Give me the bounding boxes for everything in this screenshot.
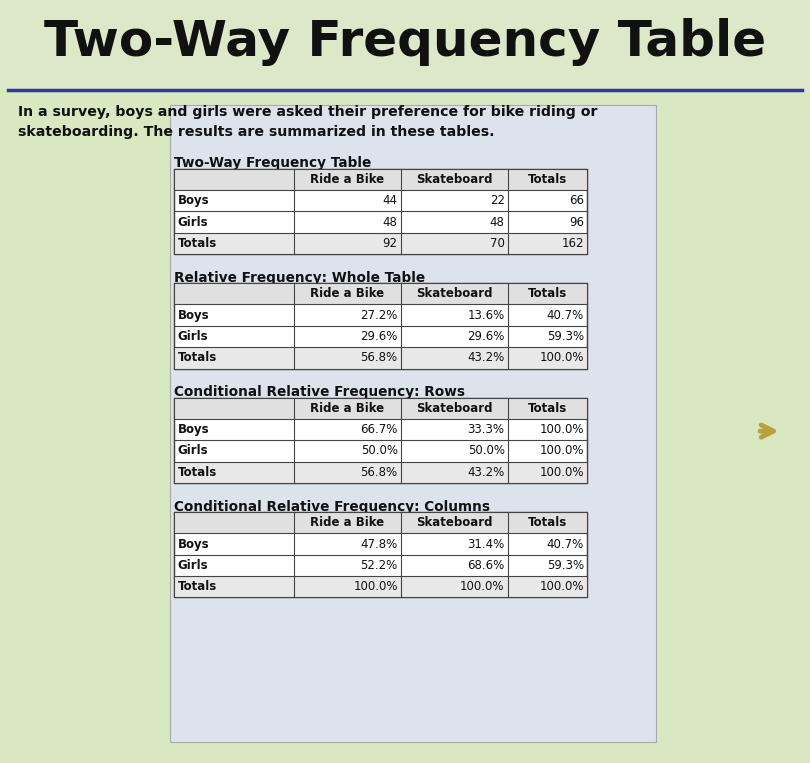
Text: Totals: Totals xyxy=(177,351,216,365)
Text: Skateboard: Skateboard xyxy=(416,401,492,415)
Text: 33.3%: 33.3% xyxy=(467,423,505,436)
Text: 27.2%: 27.2% xyxy=(360,308,398,322)
Bar xyxy=(174,462,587,483)
Text: Boys: Boys xyxy=(177,537,209,551)
Text: skateboarding. The results are summarized in these tables.: skateboarding. The results are summarize… xyxy=(18,125,494,139)
Text: In a survey, boys and girls were asked their preference for bike riding or: In a survey, boys and girls were asked t… xyxy=(18,105,597,119)
Bar xyxy=(174,169,587,254)
Text: Girls: Girls xyxy=(177,215,208,229)
Text: Ride a Bike: Ride a Bike xyxy=(310,287,385,301)
Text: Skateboard: Skateboard xyxy=(416,172,492,186)
Text: Boys: Boys xyxy=(177,423,209,436)
Bar xyxy=(174,169,587,190)
Text: 100.0%: 100.0% xyxy=(460,580,505,594)
Text: Girls: Girls xyxy=(177,444,208,458)
Text: 100.0%: 100.0% xyxy=(539,351,584,365)
Text: Relative Frequency: Whole Table: Relative Frequency: Whole Table xyxy=(174,271,425,285)
Text: Two-Way Frequency Table: Two-Way Frequency Table xyxy=(44,18,766,66)
Text: 66.7%: 66.7% xyxy=(360,423,398,436)
Text: Girls: Girls xyxy=(177,559,208,572)
Bar xyxy=(174,576,587,597)
Text: 43.2%: 43.2% xyxy=(467,351,505,365)
Text: 68.6%: 68.6% xyxy=(467,559,505,572)
Text: 13.6%: 13.6% xyxy=(467,308,505,322)
Text: Totals: Totals xyxy=(177,580,216,594)
Text: Boys: Boys xyxy=(177,194,209,208)
Text: Ride a Bike: Ride a Bike xyxy=(310,172,385,186)
Text: 100.0%: 100.0% xyxy=(539,465,584,479)
Bar xyxy=(174,233,587,254)
Bar xyxy=(170,105,656,742)
Bar xyxy=(174,283,587,369)
Bar xyxy=(174,283,587,304)
Text: 29.6%: 29.6% xyxy=(360,330,398,343)
Text: 70: 70 xyxy=(490,237,505,250)
Text: 100.0%: 100.0% xyxy=(539,580,584,594)
Text: Skateboard: Skateboard xyxy=(416,287,492,301)
Text: 50.0%: 50.0% xyxy=(467,444,505,458)
Bar xyxy=(174,347,587,369)
Text: Girls: Girls xyxy=(177,330,208,343)
Text: 40.7%: 40.7% xyxy=(547,308,584,322)
Bar xyxy=(174,398,587,483)
Text: 56.8%: 56.8% xyxy=(360,351,398,365)
Text: Totals: Totals xyxy=(528,401,567,415)
Text: Ride a Bike: Ride a Bike xyxy=(310,516,385,530)
Text: 48: 48 xyxy=(383,215,398,229)
Text: Skateboard: Skateboard xyxy=(416,516,492,530)
Bar xyxy=(0,92,810,763)
Text: Two-Way Frequency Table: Two-Way Frequency Table xyxy=(174,156,372,170)
Text: 29.6%: 29.6% xyxy=(467,330,505,343)
Text: 59.3%: 59.3% xyxy=(547,559,584,572)
Text: Boys: Boys xyxy=(177,308,209,322)
Text: 47.8%: 47.8% xyxy=(360,537,398,551)
Text: Totals: Totals xyxy=(177,465,216,479)
Text: 162: 162 xyxy=(561,237,584,250)
Text: 22: 22 xyxy=(489,194,505,208)
Text: 56.8%: 56.8% xyxy=(360,465,398,479)
Text: Totals: Totals xyxy=(528,287,567,301)
Text: 40.7%: 40.7% xyxy=(547,537,584,551)
Text: Conditional Relative Frequency: Columns: Conditional Relative Frequency: Columns xyxy=(174,500,490,513)
Text: 100.0%: 100.0% xyxy=(539,423,584,436)
Text: 59.3%: 59.3% xyxy=(547,330,584,343)
Text: Totals: Totals xyxy=(528,516,567,530)
Text: 92: 92 xyxy=(382,237,398,250)
Text: 96: 96 xyxy=(569,215,584,229)
Text: 44: 44 xyxy=(382,194,398,208)
Text: 66: 66 xyxy=(569,194,584,208)
Text: Totals: Totals xyxy=(177,237,216,250)
Text: 100.0%: 100.0% xyxy=(539,444,584,458)
Text: 100.0%: 100.0% xyxy=(353,580,398,594)
Text: 52.2%: 52.2% xyxy=(360,559,398,572)
Text: 31.4%: 31.4% xyxy=(467,537,505,551)
Text: Totals: Totals xyxy=(528,172,567,186)
Bar xyxy=(174,398,587,419)
Text: 48: 48 xyxy=(490,215,505,229)
Text: 50.0%: 50.0% xyxy=(360,444,398,458)
Text: 43.2%: 43.2% xyxy=(467,465,505,479)
Bar xyxy=(174,512,587,597)
Text: Ride a Bike: Ride a Bike xyxy=(310,401,385,415)
Bar xyxy=(0,0,810,92)
Text: Conditional Relative Frequency: Rows: Conditional Relative Frequency: Rows xyxy=(174,385,465,399)
Bar xyxy=(174,512,587,533)
